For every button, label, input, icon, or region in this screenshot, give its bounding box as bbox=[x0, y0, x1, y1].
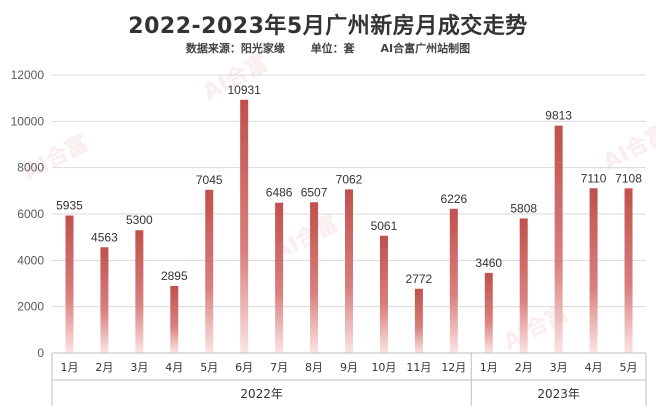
data-label: 6507 bbox=[301, 185, 328, 199]
data-label: 4563 bbox=[91, 230, 118, 244]
unit-label: 单位：套 bbox=[310, 42, 355, 55]
bar bbox=[345, 189, 353, 353]
data-label: 5808 bbox=[510, 201, 537, 215]
x-tick-label: 12月 bbox=[441, 361, 466, 374]
bar bbox=[484, 272, 493, 353]
credit-label: AI合富广州站制图 bbox=[380, 42, 471, 55]
data-label: 6486 bbox=[266, 186, 293, 200]
x-tick-label: 4月 bbox=[585, 361, 603, 374]
x-tick-label: 11月 bbox=[406, 361, 431, 374]
data-label: 2772 bbox=[406, 272, 433, 286]
x-tick-label: 7月 bbox=[270, 361, 288, 374]
data-label: 10931 bbox=[227, 83, 261, 97]
bar bbox=[414, 288, 423, 353]
bar bbox=[100, 247, 109, 353]
x-tick-label: 4月 bbox=[165, 361, 183, 374]
data-label: 3460 bbox=[475, 256, 502, 270]
bar bbox=[449, 208, 458, 353]
x-tick-label: 2月 bbox=[515, 361, 533, 374]
y-tick-label: 0 bbox=[37, 346, 44, 360]
bar bbox=[135, 230, 144, 353]
chart-subtitle: 数据来源：阳光家缘 单位：套 AI合富广州站制图 bbox=[0, 40, 656, 56]
y-tick-label: 2000 bbox=[17, 300, 44, 314]
bar bbox=[275, 202, 284, 353]
y-tick-label: 12000 bbox=[11, 68, 45, 82]
bar bbox=[554, 125, 563, 353]
y-tick-label: 6000 bbox=[17, 207, 44, 221]
data-label: 5061 bbox=[371, 219, 398, 233]
bar bbox=[240, 99, 249, 353]
x-tick-label: 5月 bbox=[200, 361, 218, 374]
y-tick-label: 10000 bbox=[11, 114, 45, 128]
x-tick-label: 5月 bbox=[620, 361, 638, 374]
y-tick-label: 4000 bbox=[17, 253, 44, 267]
data-label: 7110 bbox=[581, 171, 607, 185]
bar bbox=[310, 202, 319, 353]
x-tick-label: 9月 bbox=[340, 361, 358, 374]
bar bbox=[379, 235, 388, 353]
bar bbox=[519, 218, 528, 353]
data-label: 5300 bbox=[126, 213, 153, 227]
x-tick-label: 8月 bbox=[305, 361, 323, 374]
group-label: 2022年 bbox=[240, 387, 283, 401]
bar bbox=[65, 215, 74, 353]
x-tick-label: 3月 bbox=[130, 361, 148, 374]
bar bbox=[170, 285, 179, 353]
x-tick-label: 2月 bbox=[95, 361, 113, 374]
bar bbox=[205, 189, 214, 353]
x-tick-label: 1月 bbox=[480, 361, 498, 374]
data-label: 7108 bbox=[615, 171, 642, 185]
x-tick-label: 10月 bbox=[371, 361, 396, 374]
y-tick-label: 8000 bbox=[17, 161, 44, 175]
x-tick-label: 3月 bbox=[550, 361, 568, 374]
data-label: 2895 bbox=[161, 269, 188, 283]
data-label: 7062 bbox=[336, 172, 363, 186]
data-source: 数据来源：阳光家缘 bbox=[185, 42, 285, 55]
bar bbox=[624, 188, 633, 353]
chart-title: 2022-2023年5月广州新房月成交走势 bbox=[128, 14, 528, 39]
data-label: 7045 bbox=[196, 173, 223, 187]
data-label: 5935 bbox=[56, 199, 83, 213]
data-label: 6226 bbox=[440, 192, 467, 206]
data-label: 9813 bbox=[545, 109, 572, 123]
group-label: 2023年 bbox=[537, 387, 580, 401]
x-tick-label: 1月 bbox=[60, 361, 78, 374]
x-tick-label: 6月 bbox=[235, 361, 253, 374]
bar bbox=[589, 188, 598, 353]
